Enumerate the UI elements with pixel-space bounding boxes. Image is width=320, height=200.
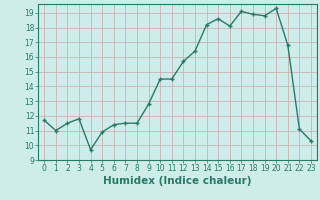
X-axis label: Humidex (Indice chaleur): Humidex (Indice chaleur) — [103, 176, 252, 186]
